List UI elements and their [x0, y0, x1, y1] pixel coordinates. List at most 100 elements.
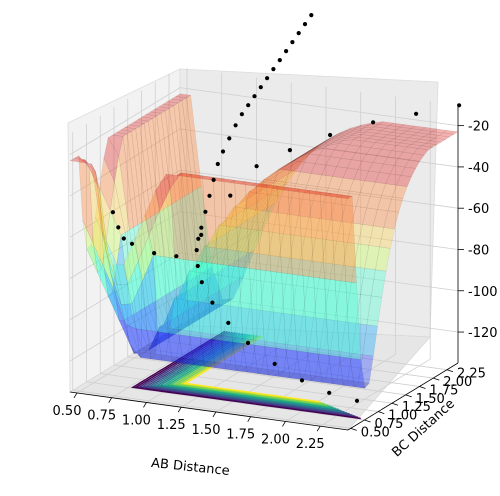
surface-patch: [240, 193, 256, 213]
surface-patch: [199, 246, 216, 275]
surface-patch: [266, 311, 282, 344]
surface-patch: [99, 191, 115, 292]
surface-patch: [251, 182, 268, 188]
x-tick-label: 1.50: [192, 423, 221, 438]
surface-patch: [285, 257, 301, 286]
surface-patch: [224, 277, 241, 305]
trajectory-point: [265, 76, 270, 81]
y-tick-label: 0.50: [361, 425, 390, 440]
surface-patch: [257, 368, 274, 376]
surface-patch: [300, 374, 317, 382]
surface-patch: [107, 134, 124, 157]
surface-patch: [137, 116, 154, 122]
surface-patch: [257, 183, 273, 202]
surface-patch: [190, 298, 207, 325]
surface-patch: [412, 132, 429, 137]
surface-patch: [400, 166, 417, 178]
surface-patch: [427, 131, 444, 136]
surface-patch: [116, 283, 133, 305]
surface-patch: [353, 125, 369, 131]
surface-patch: [348, 127, 365, 133]
surface-patch: [205, 269, 222, 300]
z-tick-label: -100: [468, 285, 498, 300]
x-tick: [177, 406, 182, 413]
surface-patch: [202, 175, 218, 265]
grid-line-z: [69, 252, 459, 321]
surface-patch: [197, 332, 214, 362]
surface-patch: [245, 181, 261, 271]
surface-patch: [231, 250, 248, 279]
surface-patch: [201, 238, 218, 264]
surface-patch: [73, 155, 90, 168]
surface-patch: [240, 208, 256, 230]
surface-patch: [293, 153, 310, 163]
surface-patch: [306, 143, 322, 154]
surface-patch: [163, 256, 180, 335]
surface-patch: [242, 343, 259, 374]
surface-patch: [338, 177, 355, 192]
surface-patch: [302, 148, 318, 156]
surface-patch: [304, 190, 321, 195]
surface-patch: [324, 278, 340, 357]
surface-patch: [304, 347, 321, 377]
surface-patch: [319, 191, 336, 281]
surface-patch: [210, 338, 227, 370]
surface-patch: [182, 281, 198, 318]
surface-patch: [259, 281, 276, 312]
surface-patch: [159, 187, 175, 259]
surface-patch: [259, 179, 275, 195]
surface-patch: [402, 146, 419, 154]
surface-patch: [276, 165, 292, 182]
surface-patch: [270, 271, 287, 350]
surface-patch: [359, 180, 376, 195]
x-tick: [108, 397, 113, 403]
surface-patch: [334, 279, 351, 359]
surface-patch: [154, 106, 171, 112]
surface-patch: [155, 173, 171, 211]
surface-patch: [118, 319, 135, 354]
surface-patch: [220, 242, 237, 271]
surface-patch: [293, 215, 310, 237]
surface-patch: [370, 182, 387, 196]
surface-patch: [139, 123, 156, 218]
surface-patch: [282, 158, 298, 172]
grid-line-x: [285, 96, 396, 422]
surface-patch: [223, 178, 240, 268]
surface-patch: [184, 318, 200, 323]
surface-patch: [144, 304, 160, 341]
surface-patch: [156, 318, 173, 346]
contour-line: [162, 333, 336, 410]
surface-patch: [226, 256, 243, 287]
surface-patch: [289, 153, 305, 165]
surface-patch: [180, 285, 197, 315]
surface-patch: [235, 251, 252, 281]
trajectory-point: [199, 232, 204, 237]
surface-patch: [212, 304, 229, 336]
surface-patch: [341, 194, 357, 284]
surface-patch: [304, 216, 320, 239]
surface-patch: [311, 375, 327, 383]
surface-patch: [120, 127, 137, 132]
surface-patch: [165, 107, 181, 202]
surface-patch: [384, 125, 401, 130]
surface-patch: [137, 221, 154, 306]
surface-patch: [372, 209, 389, 228]
surface-patch: [364, 170, 380, 183]
surface-patch: [343, 380, 359, 388]
surface-patch: [155, 326, 171, 356]
surface-patch: [283, 344, 299, 374]
energy-surface: [69, 93, 459, 389]
surface-patch: [175, 198, 192, 283]
surface-patch: [391, 129, 408, 134]
surface-patch: [140, 352, 156, 360]
surface-patch: [310, 237, 327, 263]
surface-patch: [277, 185, 293, 275]
grid-line-x: [319, 101, 431, 427]
surface-patch: [253, 253, 269, 282]
surface-patch: [355, 192, 372, 209]
surface-patch: [176, 287, 192, 318]
surface-patch: [283, 157, 299, 167]
surface-patch: [163, 206, 179, 291]
surface-patch: [278, 233, 295, 259]
surface-patch: [351, 206, 367, 225]
